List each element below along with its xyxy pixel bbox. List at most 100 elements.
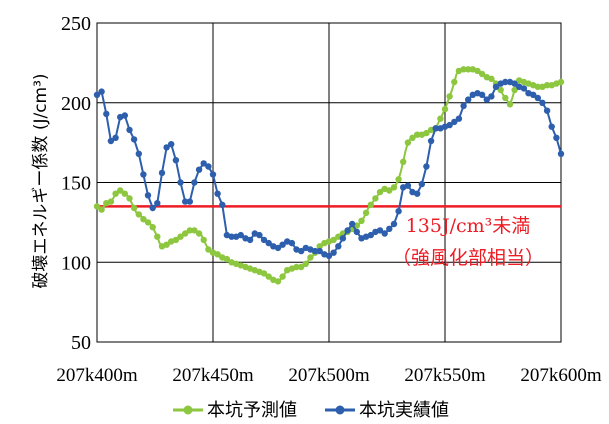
data-point	[534, 83, 541, 91]
data-point	[144, 192, 152, 199]
data-point	[534, 94, 541, 102]
series-layer	[93, 66, 565, 285]
data-point	[154, 233, 161, 240]
data-point	[400, 158, 407, 165]
data-point	[121, 112, 128, 119]
data-point	[279, 241, 286, 248]
data-point	[307, 254, 314, 261]
series-actual	[93, 78, 565, 260]
data-point	[376, 227, 384, 234]
data-point	[506, 101, 514, 108]
data-point	[219, 201, 226, 208]
data-point	[98, 88, 105, 95]
legend-label-predicted: 本坑予測値	[207, 400, 297, 421]
data-point	[474, 67, 481, 75]
data-point	[149, 204, 156, 212]
data-point	[126, 195, 133, 202]
data-point	[126, 126, 133, 134]
data-point	[223, 255, 231, 263]
data-point	[228, 233, 235, 240]
threshold: 135J/cm³未満 （強風化部相当）	[97, 205, 561, 269]
data-point	[367, 231, 374, 239]
data-point	[367, 201, 374, 208]
data-point	[483, 96, 490, 103]
y-tick-label-100: 100	[61, 252, 91, 274]
y-tick-label-150: 150	[61, 173, 91, 195]
data-point	[446, 121, 453, 129]
data-point	[362, 209, 370, 216]
data-point	[186, 227, 193, 234]
data-point	[349, 220, 356, 228]
data-point	[135, 211, 142, 218]
data-point	[414, 131, 421, 138]
plot-border	[96, 22, 562, 343]
data-point	[451, 118, 458, 126]
data-point	[177, 233, 184, 240]
data-point	[451, 78, 458, 86]
data-point	[511, 80, 518, 87]
data-point	[200, 160, 207, 167]
data-point	[130, 136, 138, 143]
series-predicted	[93, 66, 565, 285]
data-point	[163, 241, 170, 248]
data-point	[488, 93, 495, 100]
data-point	[214, 251, 221, 258]
data-point	[543, 107, 551, 114]
plot-frame	[96, 22, 562, 343]
x-tick-label-0: 207k400m	[56, 365, 138, 386]
data-point	[265, 273, 272, 280]
data-point	[427, 137, 435, 145]
data-point	[311, 247, 319, 255]
y-axis-ticks: 50 100 150 200 250	[61, 13, 91, 354]
legend-item-actual: 本坑実績値	[325, 400, 449, 421]
data-point	[260, 270, 268, 277]
data-point	[423, 163, 430, 170]
data-point	[260, 236, 268, 244]
data-point	[325, 252, 333, 260]
data-point	[330, 249, 337, 256]
data-point	[209, 171, 217, 178]
data-point	[446, 93, 453, 100]
data-point	[511, 86, 518, 94]
data-point	[432, 125, 439, 132]
data-point	[497, 86, 504, 94]
data-point	[279, 273, 286, 280]
data-point	[390, 184, 398, 191]
data-point	[465, 96, 472, 103]
data-point	[460, 102, 467, 110]
data-point	[288, 239, 296, 247]
data-point	[353, 228, 360, 236]
data-point	[163, 144, 170, 151]
data-point	[465, 66, 472, 73]
data-point	[98, 206, 105, 213]
data-point	[158, 169, 166, 177]
x-axis-ticks: 207k400m 207k450m 207k500m 207k550m 207k600m	[56, 365, 602, 386]
data-point	[520, 85, 528, 92]
data-point	[130, 204, 138, 212]
y-tick-label-50: 50	[71, 332, 91, 354]
data-point	[298, 263, 305, 271]
data-point	[478, 91, 486, 99]
data-point	[530, 91, 537, 99]
data-point	[214, 190, 221, 197]
data-point	[195, 230, 203, 237]
data-point	[316, 243, 323, 250]
data-point	[460, 66, 467, 73]
data-point	[423, 129, 430, 137]
data-point	[177, 179, 184, 186]
data-point	[376, 188, 384, 196]
data-point	[455, 115, 463, 122]
data-point	[335, 243, 342, 250]
data-point	[404, 182, 412, 189]
x-tick-label-2: 207k500m	[288, 365, 370, 386]
data-point	[330, 236, 337, 244]
data-point	[117, 187, 124, 194]
data-point	[246, 236, 254, 244]
data-point	[93, 203, 101, 210]
legend: 本坑予測値 本坑実績値	[173, 400, 449, 421]
data-point	[182, 230, 189, 237]
data-point	[492, 83, 500, 91]
data-point	[358, 217, 365, 224]
data-point	[200, 236, 207, 244]
